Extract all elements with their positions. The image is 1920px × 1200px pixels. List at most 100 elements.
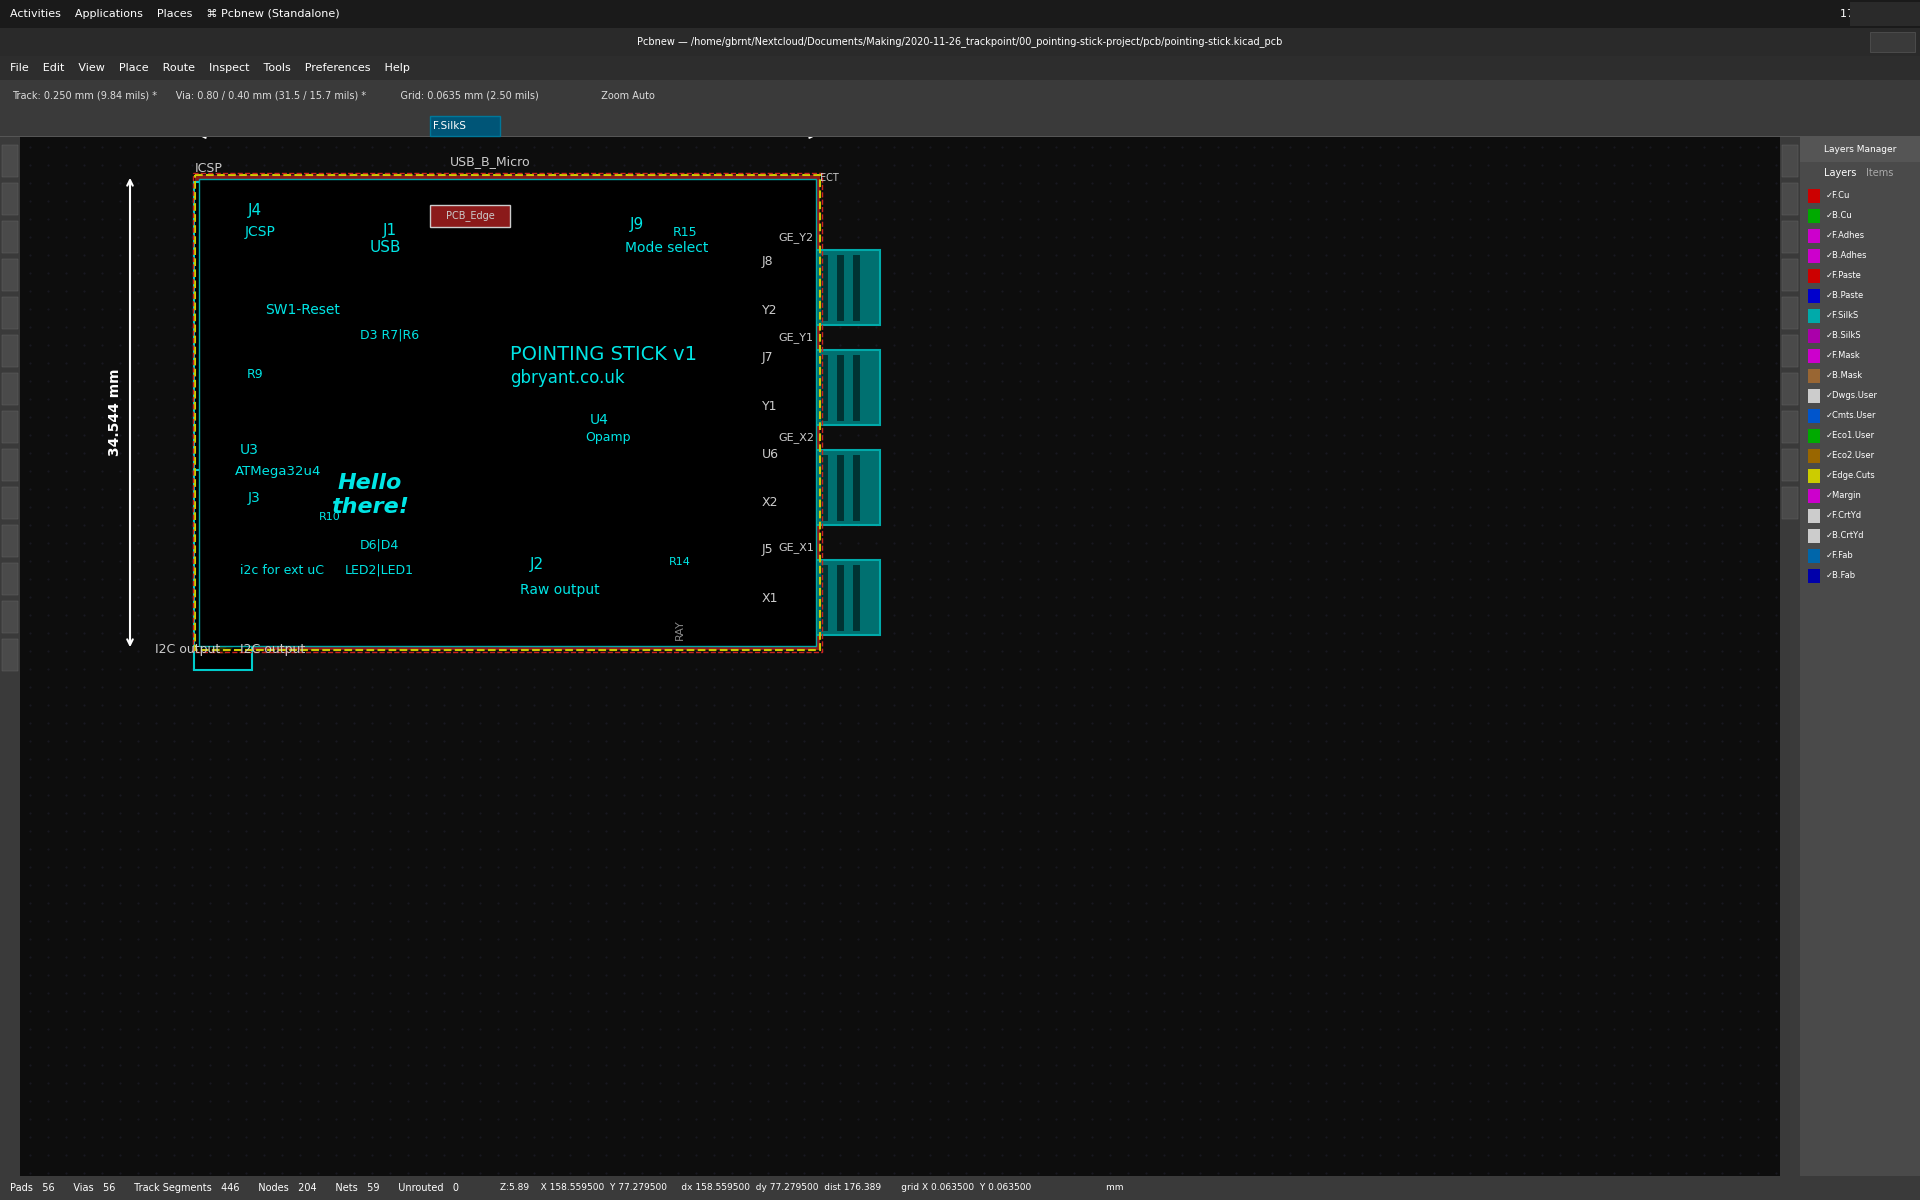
Circle shape: [419, 202, 428, 212]
Text: R14: R14: [668, 557, 691, 566]
Text: J2: J2: [530, 558, 543, 572]
Bar: [430, 205, 511, 227]
Bar: [194, 173, 822, 652]
Circle shape: [588, 214, 609, 236]
Circle shape: [215, 203, 228, 217]
Text: ✓F.Cu: ✓F.Cu: [1826, 192, 1851, 200]
Circle shape: [303, 349, 317, 361]
Text: 5: 5: [221, 256, 225, 260]
Bar: [2, 145, 17, 176]
Circle shape: [710, 241, 726, 254]
Text: 1
GND: 1 GND: [284, 287, 296, 298]
Text: R10: R10: [319, 512, 342, 522]
Text: ✓F.Adhes: ✓F.Adhes: [1826, 232, 1864, 240]
Circle shape: [401, 349, 415, 361]
Text: ✓B.Adhes: ✓B.Adhes: [1826, 252, 1868, 260]
Circle shape: [344, 594, 355, 606]
Circle shape: [209, 246, 234, 270]
Bar: [1809, 550, 1820, 563]
Circle shape: [616, 602, 653, 638]
Circle shape: [436, 506, 444, 514]
Bar: [1801, 137, 1920, 1176]
Circle shape: [309, 539, 321, 551]
Bar: [403, 560, 411, 575]
Bar: [589, 434, 710, 526]
Bar: [0, 80, 1920, 112]
Text: ✓F.Paste: ✓F.Paste: [1826, 271, 1862, 281]
Text: 6: 6: [453, 204, 457, 210]
Bar: [1782, 221, 1797, 253]
Circle shape: [346, 516, 353, 523]
Bar: [0, 1176, 1920, 1200]
Bar: [618, 518, 626, 530]
Circle shape: [457, 442, 463, 449]
Bar: [1809, 188, 1820, 203]
Circle shape: [215, 251, 228, 265]
Bar: [2, 638, 17, 671]
Circle shape: [733, 264, 747, 276]
Circle shape: [724, 542, 756, 574]
Bar: [1782, 145, 1797, 176]
Text: GND: GND: [733, 460, 747, 464]
Circle shape: [730, 548, 751, 568]
Text: GND: GND: [417, 204, 430, 210]
Bar: [678, 430, 685, 442]
Circle shape: [215, 635, 228, 649]
Bar: [2, 563, 17, 595]
Circle shape: [524, 529, 536, 541]
Bar: [718, 488, 762, 532]
Circle shape: [215, 491, 228, 505]
Circle shape: [426, 476, 434, 484]
Circle shape: [495, 305, 505, 314]
Text: U4: U4: [589, 413, 609, 427]
Text: 3: 3: [221, 352, 225, 356]
Circle shape: [474, 439, 486, 451]
Text: 1
GND: 1 GND: [215, 444, 228, 455]
Circle shape: [730, 500, 751, 520]
Bar: [196, 175, 820, 650]
Text: GE_X2: GE_X2: [778, 432, 814, 444]
Bar: [461, 510, 589, 570]
Bar: [1809, 248, 1820, 263]
Bar: [280, 410, 465, 575]
Circle shape: [630, 614, 641, 626]
Circle shape: [582, 602, 618, 638]
Bar: [1801, 137, 1920, 162]
Text: 2
ICSP_RST: 2 ICSP_RST: [319, 323, 342, 334]
Bar: [1809, 509, 1820, 523]
Bar: [436, 560, 444, 575]
Circle shape: [624, 414, 636, 426]
Text: 2
ICSP_RST: 2 ICSP_RST: [278, 323, 301, 334]
Circle shape: [202, 430, 242, 470]
Circle shape: [424, 394, 436, 406]
Circle shape: [447, 199, 463, 215]
Circle shape: [588, 248, 609, 271]
Bar: [453, 522, 468, 530]
Circle shape: [584, 354, 595, 366]
Bar: [453, 490, 468, 498]
Circle shape: [209, 342, 234, 366]
Circle shape: [691, 575, 701, 584]
Bar: [1809, 289, 1820, 302]
Bar: [2, 373, 17, 404]
Circle shape: [488, 226, 501, 240]
Circle shape: [424, 474, 436, 486]
Circle shape: [655, 384, 666, 396]
Bar: [307, 410, 315, 424]
Circle shape: [323, 302, 338, 318]
Text: i2c for ext uC: i2c for ext uC: [240, 564, 324, 576]
Circle shape: [518, 608, 541, 631]
Circle shape: [557, 307, 563, 313]
Bar: [2, 526, 17, 557]
Bar: [637, 430, 645, 442]
Bar: [780, 250, 879, 325]
Bar: [276, 538, 292, 546]
Text: 1
GND: 1 GND: [324, 287, 336, 298]
Circle shape: [215, 587, 228, 601]
Bar: [597, 443, 703, 517]
Circle shape: [465, 565, 474, 575]
Bar: [780, 350, 879, 425]
Circle shape: [442, 349, 453, 361]
Circle shape: [724, 350, 756, 382]
Circle shape: [659, 575, 668, 584]
